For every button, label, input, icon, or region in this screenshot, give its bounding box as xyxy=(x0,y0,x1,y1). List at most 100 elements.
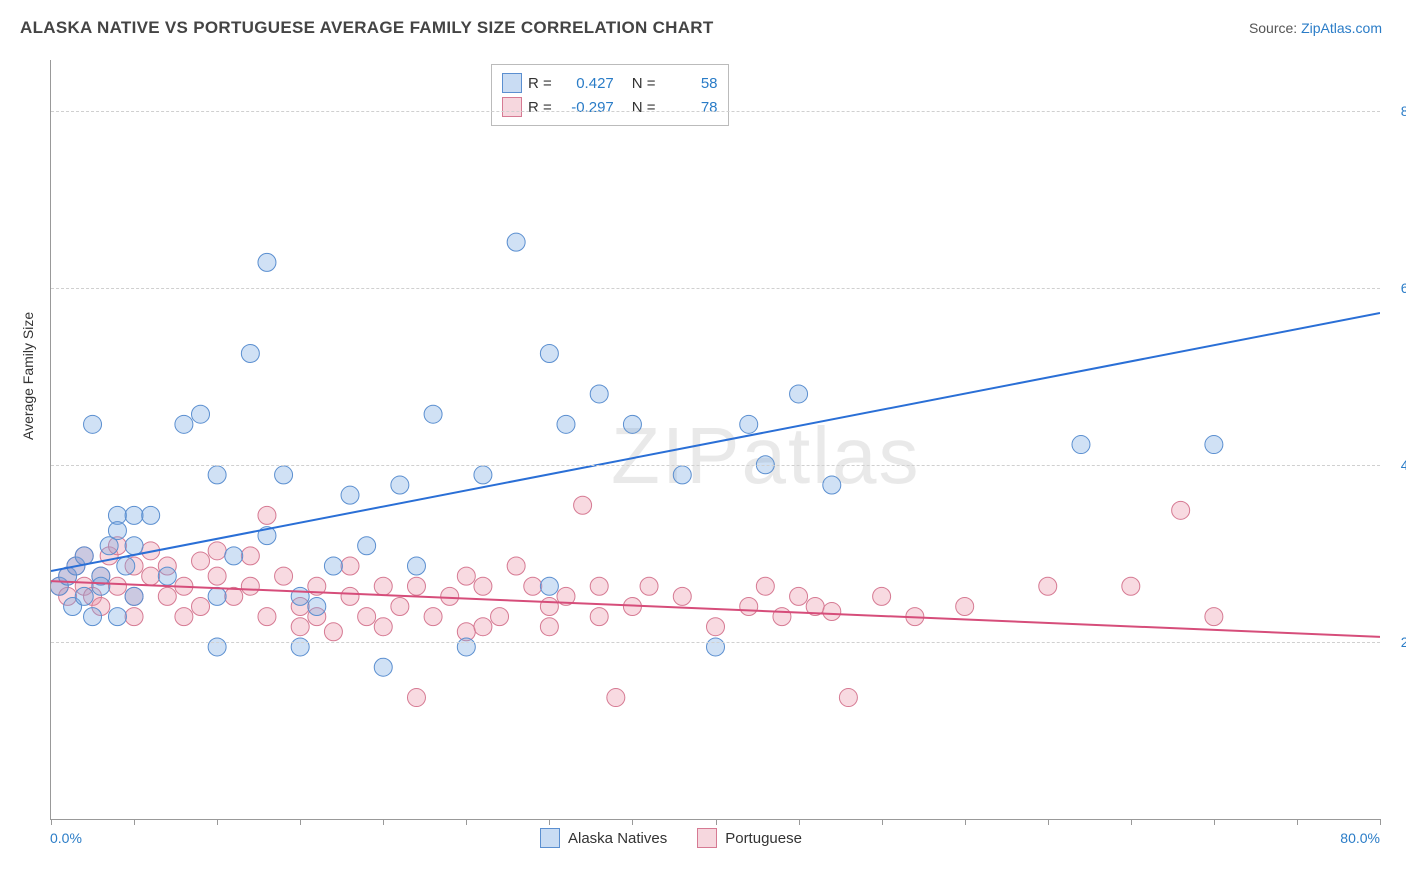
data-point-blue xyxy=(391,476,409,494)
data-point-pink xyxy=(158,587,176,605)
data-point-pink xyxy=(424,608,442,626)
data-point-blue xyxy=(823,476,841,494)
data-point-blue xyxy=(208,638,226,656)
y-tick-label: 2.75 xyxy=(1401,634,1406,650)
data-point-blue xyxy=(92,577,110,595)
data-point-blue xyxy=(84,608,102,626)
data-point-pink xyxy=(208,567,226,585)
data-point-blue xyxy=(673,466,691,484)
data-point-pink xyxy=(1172,501,1190,519)
data-point-pink xyxy=(524,577,542,595)
data-point-pink xyxy=(574,496,592,514)
data-point-blue xyxy=(540,344,558,362)
data-point-pink xyxy=(790,587,808,605)
data-point-blue xyxy=(707,638,725,656)
data-point-blue xyxy=(175,415,193,433)
gridline xyxy=(51,465,1380,466)
data-point-blue xyxy=(324,557,342,575)
data-point-pink xyxy=(175,608,193,626)
chart-title: ALASKA NATIVE VS PORTUGUESE AVERAGE FAMI… xyxy=(20,18,714,38)
data-point-blue xyxy=(341,486,359,504)
x-tick-max: 80.0% xyxy=(1340,830,1380,846)
data-point-pink xyxy=(1122,577,1140,595)
data-point-pink xyxy=(1039,577,1057,595)
data-point-blue xyxy=(192,405,210,423)
data-point-pink xyxy=(192,552,210,570)
data-point-pink xyxy=(358,608,376,626)
data-point-blue xyxy=(75,547,93,565)
x-tick-min: 0.0% xyxy=(50,830,82,846)
data-point-blue xyxy=(358,537,376,555)
x-tickmark xyxy=(466,819,467,825)
x-tickmark xyxy=(134,819,135,825)
data-point-blue xyxy=(507,233,525,251)
x-tickmark xyxy=(51,819,52,825)
data-point-pink xyxy=(108,577,126,595)
data-point-pink xyxy=(607,689,625,707)
x-tickmark xyxy=(1131,819,1132,825)
legend-item-pink: Portuguese xyxy=(697,828,802,848)
data-point-pink xyxy=(707,618,725,636)
data-point-blue xyxy=(623,415,641,433)
x-tickmark xyxy=(300,819,301,825)
x-tickmark xyxy=(1048,819,1049,825)
data-point-pink xyxy=(756,577,774,595)
data-point-blue xyxy=(142,506,160,524)
source-link[interactable]: ZipAtlas.com xyxy=(1301,20,1382,36)
data-point-blue xyxy=(424,405,442,423)
data-point-blue xyxy=(225,547,243,565)
data-point-pink xyxy=(324,623,342,641)
data-point-pink xyxy=(839,689,857,707)
data-point-pink xyxy=(823,603,841,621)
x-tickmark xyxy=(217,819,218,825)
x-tickmark xyxy=(716,819,717,825)
data-point-blue xyxy=(208,587,226,605)
x-tickmark xyxy=(549,819,550,825)
gridline xyxy=(51,642,1380,643)
data-point-blue xyxy=(374,658,392,676)
data-point-pink xyxy=(341,587,359,605)
swatch-pink-icon xyxy=(697,828,717,848)
data-point-pink xyxy=(457,567,475,585)
data-point-pink xyxy=(407,689,425,707)
legend-bottom: Alaska Natives Portuguese xyxy=(540,828,802,848)
data-point-blue xyxy=(108,608,126,626)
data-point-pink xyxy=(374,618,392,636)
data-point-pink xyxy=(258,608,276,626)
data-point-pink xyxy=(1205,608,1223,626)
gridline xyxy=(51,288,1380,289)
swatch-blue-icon xyxy=(540,828,560,848)
data-point-pink xyxy=(142,567,160,585)
data-point-pink xyxy=(374,577,392,595)
data-point-blue xyxy=(75,587,93,605)
data-point-pink xyxy=(873,587,891,605)
data-point-blue xyxy=(241,344,259,362)
legend-label-blue: Alaska Natives xyxy=(568,830,667,847)
x-tickmark xyxy=(799,819,800,825)
data-point-pink xyxy=(956,597,974,615)
data-point-blue xyxy=(557,415,575,433)
data-point-blue xyxy=(125,537,143,555)
data-point-pink xyxy=(258,506,276,524)
data-point-blue xyxy=(275,466,293,484)
data-point-pink xyxy=(192,597,210,615)
y-tick-label: 8.00 xyxy=(1401,103,1406,119)
data-point-blue xyxy=(590,385,608,403)
legend-item-blue: Alaska Natives xyxy=(540,828,667,848)
data-point-pink xyxy=(590,577,608,595)
data-point-pink xyxy=(540,597,558,615)
data-point-pink xyxy=(125,608,143,626)
data-point-blue xyxy=(158,567,176,585)
data-point-blue xyxy=(308,597,326,615)
legend-label-pink: Portuguese xyxy=(725,830,802,847)
x-tickmark xyxy=(1380,819,1381,825)
data-point-pink xyxy=(291,618,309,636)
data-point-pink xyxy=(740,597,758,615)
data-point-blue xyxy=(108,522,126,540)
data-point-blue xyxy=(407,557,425,575)
data-point-blue xyxy=(117,557,135,575)
x-tickmark xyxy=(1214,819,1215,825)
data-point-pink xyxy=(474,618,492,636)
data-point-pink xyxy=(540,618,558,636)
data-point-blue xyxy=(457,638,475,656)
